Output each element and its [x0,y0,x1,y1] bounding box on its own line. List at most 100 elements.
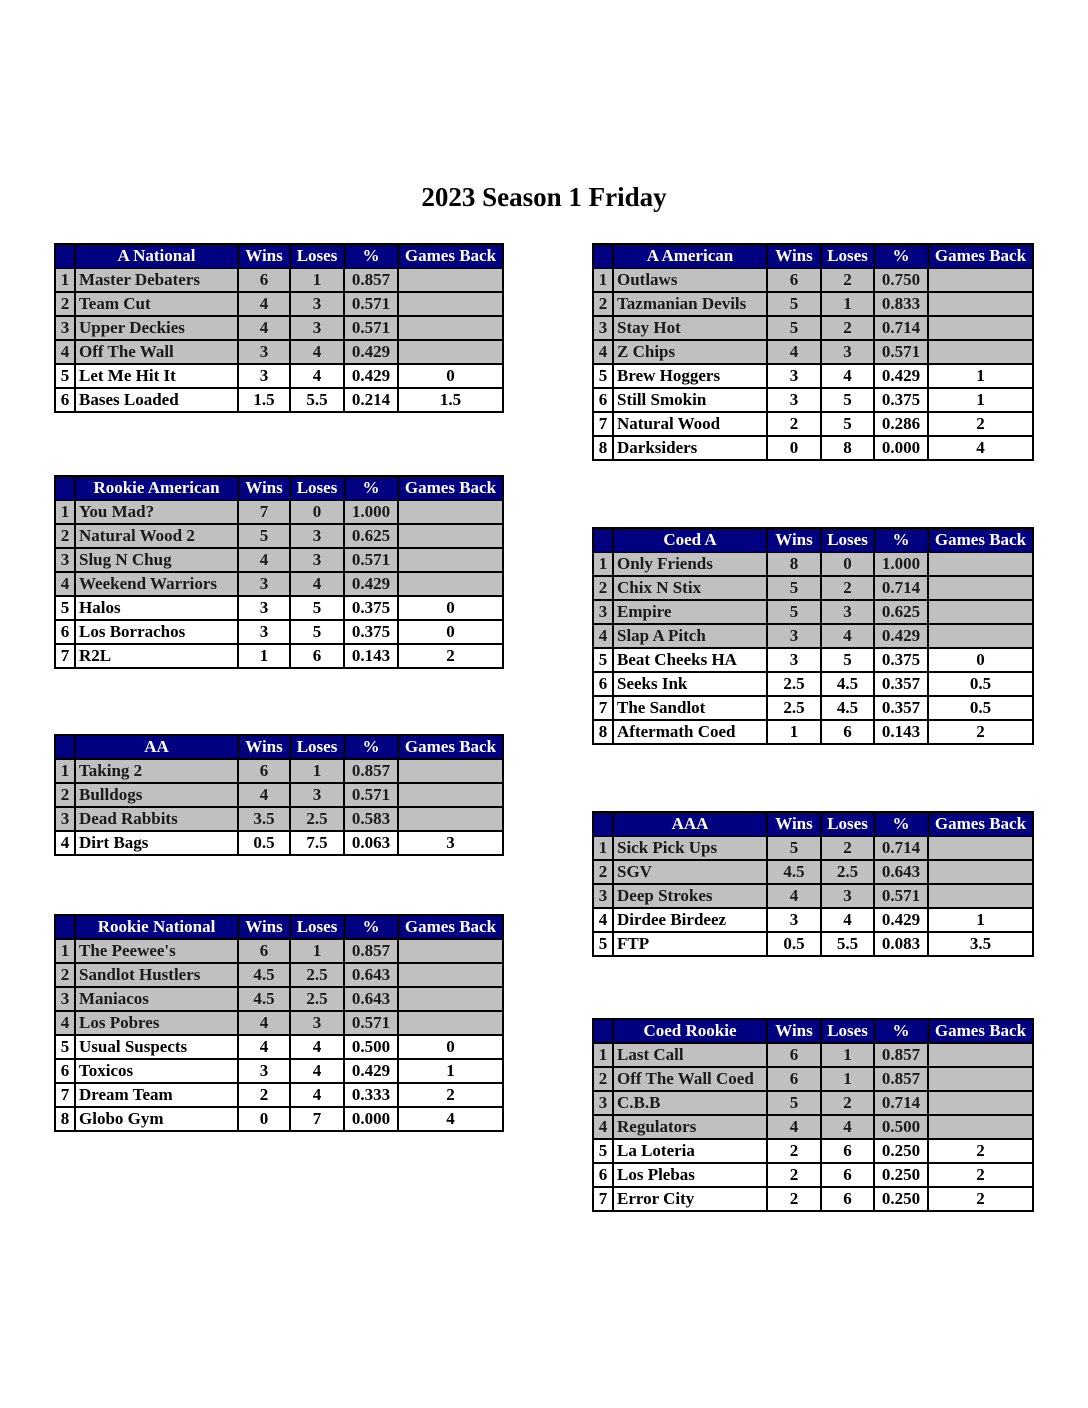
team-name: Empire [612,599,768,625]
wins: 2 [766,1138,822,1164]
rank: 4 [54,339,76,365]
page-title: 2023 Season 1 Friday [421,182,667,212]
rank: 5 [54,1034,76,1060]
team-name: The Peewee's [74,938,239,964]
table-row: 8 Globo Gym 0 7 0.000 4 [54,1106,504,1132]
wins-header: Wins [237,914,291,940]
loses: 3 [289,315,345,341]
pct-header: % [873,243,929,269]
rank: 6 [54,1058,76,1084]
pct-header: % [343,243,399,269]
loses: 3 [289,1010,345,1036]
wins: 5 [237,523,291,549]
wins-header: Wins [766,811,822,837]
games-back: 2 [927,1186,1034,1212]
games-back [397,571,504,597]
games-back [397,938,504,964]
pct: 0.625 [873,599,929,625]
games-back: 0 [397,1034,504,1060]
loses: 3 [289,782,345,808]
wins: 1 [237,643,291,669]
wins: 1.5 [237,387,291,413]
wins: 5 [766,575,822,601]
wins: 4 [237,291,291,317]
pct: 0.286 [873,411,929,437]
wins: 2 [766,1162,822,1188]
standings-table-aaa: AAA Wins Loses% Games Back 1 Sick Pick Ups 5 2 0… [592,811,1034,957]
team-name: Outlaws [612,267,768,293]
rank: 3 [54,315,76,341]
table-row: 1 Only Friends 8 0 1.000 [592,551,1034,577]
table-row: 2 Off The Wall Coed 6 1 0.857 [592,1066,1034,1092]
wins: 4 [237,1010,291,1036]
team-name: Usual Suspects [74,1034,239,1060]
rank: 7 [592,695,614,721]
games-back: 0 [397,619,504,645]
pct: 1.000 [873,551,929,577]
rank: 3 [54,806,76,832]
team-name: Team Cut [74,291,239,317]
wins: 4 [237,782,291,808]
loses: 1 [289,267,345,293]
loses: 5.5 [820,931,875,957]
games-back-header: Games Back [927,527,1034,553]
pct: 0.625 [343,523,399,549]
games-back: 0.5 [927,695,1034,721]
table-row: 2 Sandlot Hustlers 4.5 2.5 0.643 [54,962,504,988]
standings-table-aa: AA Wins Loses% Games Back 1 Taking 2 6 1 0.857 2 B… [54,734,504,856]
wins: 5 [766,315,822,341]
table-row: 4 Los Pobres 4 3 0.571 [54,1010,504,1036]
pct: 0.643 [343,962,399,988]
loses: 3 [820,883,875,909]
team-name: C.B.B [612,1090,768,1116]
loses: 3 [289,547,345,573]
table-row: 4 Off The Wall 3 4 0.429 [54,339,504,365]
pct: 0.250 [873,1186,929,1212]
team-name: Sandlot Hustlers [74,962,239,988]
rank: 6 [592,1162,614,1188]
rank: 3 [592,315,614,341]
team-name: Off The Wall Coed [612,1066,768,1092]
pct: 0.250 [873,1138,929,1164]
wins: 3 [237,363,291,389]
table-row: 6 Seeks Ink 2.5 4.5 0.357 0.5 [592,671,1034,697]
wins: 1 [766,719,822,745]
rank: 4 [592,623,614,649]
table-row: 7 The Sandlot 2.5 4.5 0.357 0.5 [592,695,1034,721]
rank: 4 [54,830,76,856]
loses: 4.5 [820,671,875,697]
games-back: 2 [927,1162,1034,1188]
pct: 0.357 [873,671,929,697]
rank: 2 [592,1066,614,1092]
table-row: 3 Dead Rabbits 3.5 2.5 0.583 [54,806,504,832]
games-back [397,523,504,549]
table-row: 2 Tazmanian Devils 5 1 0.833 [592,291,1034,317]
wins: 5 [766,291,822,317]
wins-header: Wins [237,243,291,269]
wins: 4 [237,1034,291,1060]
loses: 5 [820,387,875,413]
team-name: Master Debaters [74,267,239,293]
pct: 0.500 [343,1034,399,1060]
loses: 1 [820,291,875,317]
team-name: Bases Loaded [74,387,239,413]
wins: 5 [766,1090,822,1116]
games-back [397,499,504,525]
rank: 6 [54,619,76,645]
wins: 2.5 [766,671,822,697]
pct-header: % [873,811,929,837]
loses: 6 [820,1162,875,1188]
pct: 0.000 [343,1106,399,1132]
table-row: 5 Halos 3 5 0.375 0 [54,595,504,621]
rank: 3 [592,599,614,625]
table-header: AA Wins Loses% Games Back [54,734,504,760]
team-name: Toxicos [74,1058,239,1084]
pct: 0.714 [873,835,929,861]
pct: 0.214 [343,387,399,413]
pct: 0.857 [343,758,399,784]
loses: 6 [820,719,875,745]
pct: 0.571 [343,1010,399,1036]
pct: 0.571 [343,315,399,341]
games-back: 1 [927,363,1034,389]
pct: 0.429 [873,907,929,933]
